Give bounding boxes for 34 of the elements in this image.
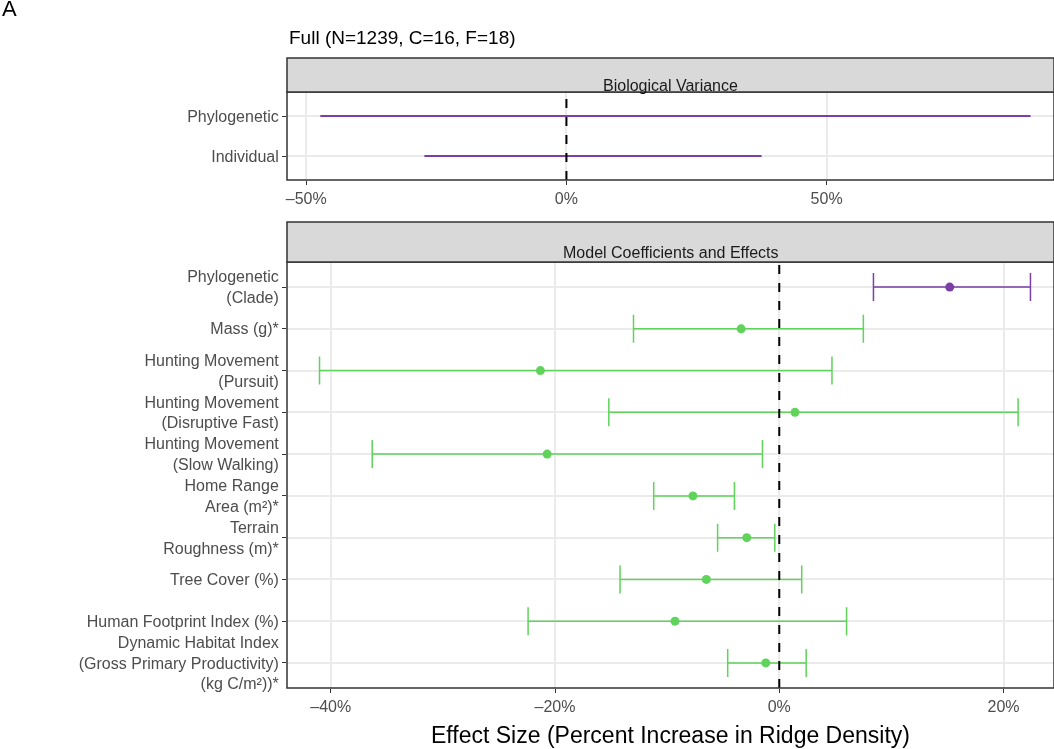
chart-subtitle: Biological Variance [603,77,738,94]
point [945,282,955,292]
x-tick-label: 0% [554,190,578,208]
y-tick-label: Hunting Movement (Disruptive Fast) [144,393,280,432]
y-tick-label: Human Footprint Index (%) [86,612,279,630]
point [542,449,552,459]
chart-title: Full (N=1239, C=16, F=18) [289,27,516,48]
point [736,324,746,334]
point [688,491,698,501]
point [790,407,800,417]
point [742,533,752,543]
x-tick-label: 50% [810,190,843,208]
point [535,366,545,376]
y-tick-label: Individual [211,147,279,165]
y-tick-label: Mass (g)* [210,320,279,338]
point [701,574,711,584]
text: A [2,0,17,21]
y-tick-label: Terrain Roughness (m)* [163,518,279,557]
point [761,658,771,668]
y-tick-label: Dynamic Habitat Index (Gross Primary Productivity) (kg C/m²))* [78,633,279,693]
x-axis-title: Effect Size (Percent Increase in Ridge Density) [431,722,910,748]
y-tick-label: Home Range Area (m²)* [184,477,279,515]
y-tick-label: Tree Cover (%) [170,571,279,589]
x-tick-label: 20% [987,698,1020,716]
chart-title: Model Coefficients and Effects [563,244,779,261]
y-tick-label: Phylogenetic [187,107,279,125]
y-tick-label: Hunting Movement (Slow Walking) [144,435,280,474]
x-tick-label: –40% [310,698,352,716]
point [670,616,680,626]
y-tick-label: Hunting Movement (Pursuit) [144,351,280,390]
y-tick-label: Phylogenetic (Clade) [187,268,279,307]
x-tick-label: –20% [534,698,576,716]
x-tick-label: –50% [285,190,327,208]
x-tick-label: 0% [767,698,791,716]
